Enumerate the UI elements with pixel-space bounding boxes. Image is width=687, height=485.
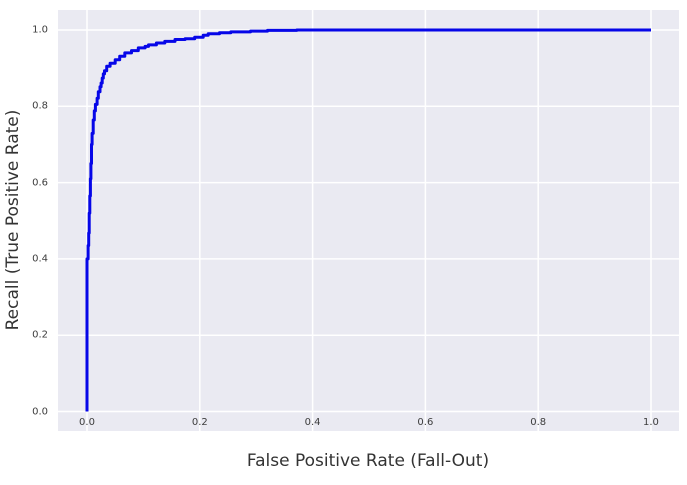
x-tick-label: 1.0 (643, 417, 659, 428)
y-axis-label: Recall (True Positive Rate) (3, 109, 23, 331)
y-tick-label: 0.8 (32, 100, 48, 112)
x-tick-label: 0.4 (304, 417, 321, 428)
y-tick-label: 0.2 (32, 329, 48, 341)
y-tick-label: 0.4 (32, 253, 48, 265)
roc-curve-plot (58, 10, 679, 431)
plot-area (58, 10, 679, 431)
x-tick-label: 0.8 (530, 417, 547, 428)
y-tick-label: 1.0 (32, 24, 48, 36)
x-axis-label: False Positive Rate (Fall-Out) (246, 451, 490, 471)
x-tick-label: 0.6 (417, 417, 434, 428)
x-tick-label: 0.2 (191, 417, 208, 428)
x-tick-label: 0.0 (79, 417, 95, 428)
y-tick-label: 0.0 (32, 406, 48, 417)
y-tick-label: 0.6 (32, 177, 48, 189)
